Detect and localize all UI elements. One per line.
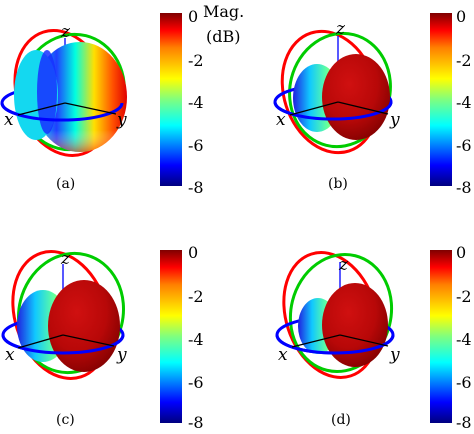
colorbar-title-line1: Mag. (203, 2, 244, 21)
x-axis (289, 101, 339, 116)
y-axis (64, 102, 117, 115)
colorbar-gradient (430, 13, 452, 186)
z-axis-label: z (338, 255, 349, 275)
colorbar-title-line2: (dB) (206, 27, 240, 46)
y-axis-label: y (389, 345, 400, 365)
x-axis (17, 334, 64, 349)
blue-ring-front (0, 102, 124, 122)
radiation-lobe (298, 283, 388, 367)
x-axis-label: x (276, 110, 286, 130)
colorbar-tick: 0 (456, 243, 466, 262)
panel-caption: (d) (331, 412, 351, 428)
radiation-lobe (14, 42, 127, 152)
colorbar-tick: -8 (188, 178, 204, 197)
colorbar-3: 0 -2 -4 -6 -8 (160, 243, 204, 432)
colorbar-tick: -2 (188, 287, 204, 306)
blue-ring-front (273, 101, 393, 121)
colorbar-tick: 0 (456, 7, 466, 26)
y-axis (62, 334, 115, 347)
colorbar-1: 0 -2 -4 -6 -8 Mag. (dB) (160, 2, 244, 197)
colorbar-tick: -2 (188, 51, 204, 70)
colorbar-2: 0 -2 -4 -6 -8 (430, 7, 472, 197)
colorbar-tick: -8 (456, 413, 472, 430)
colorbar-tick: -6 (456, 136, 472, 155)
panel-a: z x y (a) (0, 22, 127, 192)
colorbar-tick: -4 (188, 93, 204, 112)
x-axis-label: x (4, 110, 14, 130)
panel-b: z x y (b) (273, 19, 400, 192)
colorbar-tick: -6 (456, 373, 472, 392)
x-axis-label: x (278, 345, 288, 365)
radiation-lobe (17, 280, 120, 372)
x-axis-label: x (5, 345, 15, 365)
colorbar-tick: -4 (456, 330, 472, 349)
y-axis-label: y (389, 110, 400, 130)
colorbar-gradient (160, 250, 182, 423)
colorbar-gradient (160, 13, 182, 186)
y-axis-label: y (116, 110, 127, 130)
panel-caption: (c) (56, 412, 75, 428)
colorbar-gradient (430, 250, 452, 423)
panel-c: z x y (c) (1, 249, 127, 428)
x-axis (291, 334, 341, 348)
colorbar-tick: -6 (188, 136, 204, 155)
colorbar-tick: -6 (188, 373, 204, 392)
y-axis (339, 334, 389, 347)
colorbar-tick: -4 (188, 330, 204, 349)
panel-caption: (a) (56, 176, 75, 192)
colorbar-4: 0 -2 -4 -6 -8 (430, 243, 472, 432)
radiation-lobe (293, 54, 390, 140)
z-axis-label: z (335, 19, 346, 39)
colorbar-tick: -4 (456, 93, 472, 112)
y-axis (337, 101, 389, 115)
z-axis-label: z (60, 249, 71, 269)
colorbar-tick: -8 (188, 413, 204, 430)
blue-ring-front (1, 334, 125, 355)
green-ring-back (288, 252, 394, 374)
colorbar-tick: 0 (188, 7, 198, 26)
colorbar-tick: 0 (188, 243, 198, 262)
z-axis-label: z (60, 22, 71, 42)
panel-caption: (b) (328, 176, 348, 192)
y-axis-label: y (116, 345, 127, 365)
blue-ring-front (275, 334, 395, 355)
green-ring-back (16, 251, 126, 375)
colorbar-tick: -2 (456, 51, 472, 70)
x-axis (17, 102, 66, 116)
panel-d: z x y (d) (275, 251, 400, 428)
colorbar-tick: -8 (456, 178, 472, 197)
colorbar-tick: -2 (456, 287, 472, 306)
